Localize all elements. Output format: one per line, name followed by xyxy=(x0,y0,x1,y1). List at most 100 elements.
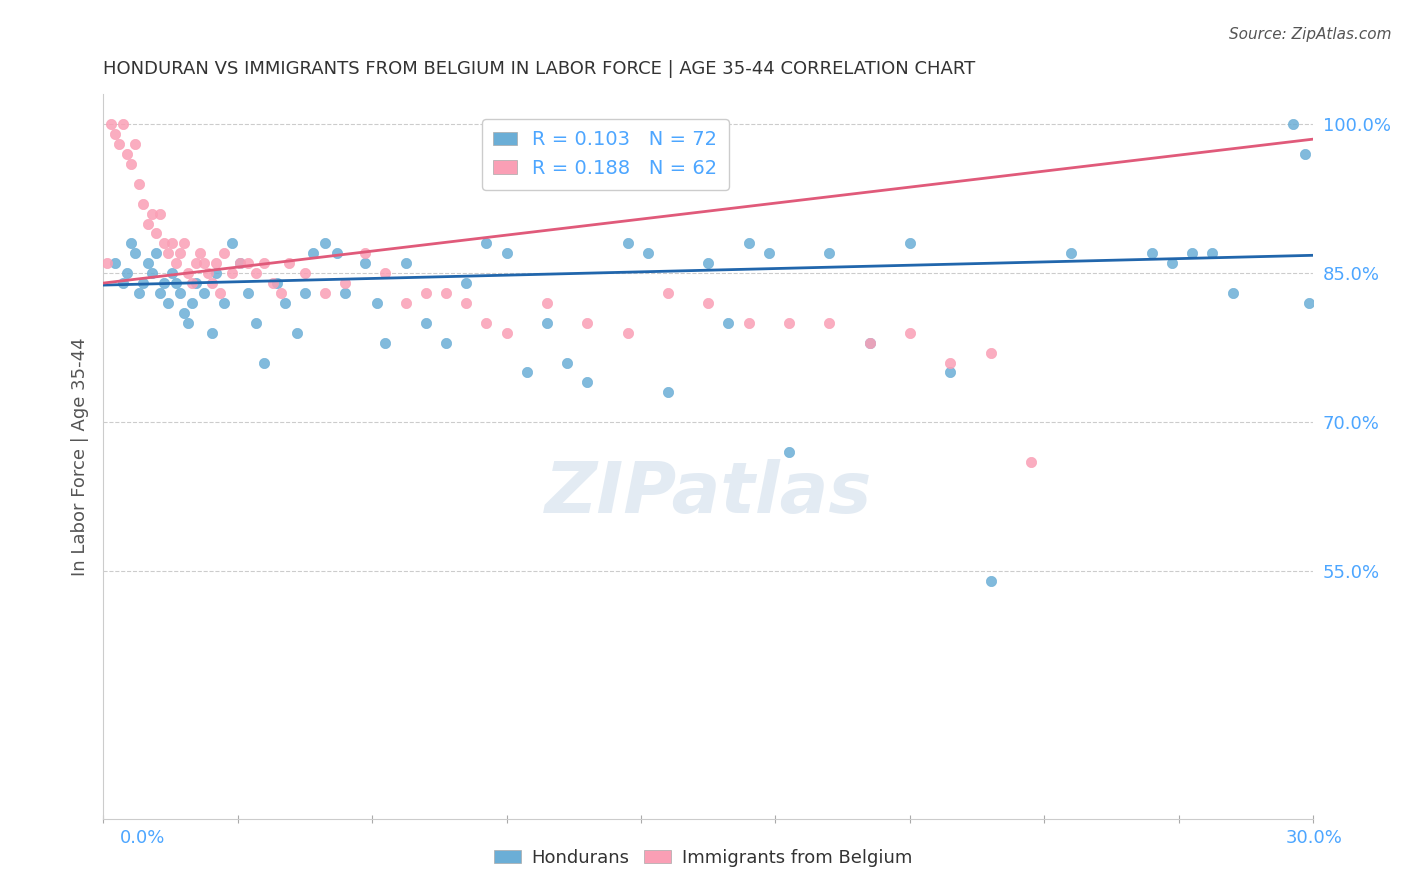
Point xyxy=(152,236,174,251)
Point xyxy=(616,326,638,340)
Point xyxy=(201,276,224,290)
Text: ZIPatlas: ZIPatlas xyxy=(544,458,872,527)
Point xyxy=(245,316,267,330)
Point xyxy=(120,236,142,251)
Point xyxy=(516,366,538,380)
Point xyxy=(818,316,841,330)
Text: Source: ZipAtlas.com: Source: ZipAtlas.com xyxy=(1229,27,1392,42)
Point xyxy=(475,236,498,251)
Point xyxy=(270,286,292,301)
Point xyxy=(495,246,517,260)
Point xyxy=(758,246,780,260)
Point xyxy=(495,326,517,340)
Point xyxy=(576,316,599,330)
Point xyxy=(112,117,135,131)
Text: 0.0%: 0.0% xyxy=(120,829,165,847)
Point xyxy=(169,246,191,260)
Point xyxy=(128,286,150,301)
Point xyxy=(253,355,276,369)
Point xyxy=(939,366,962,380)
Point xyxy=(374,266,396,280)
Point xyxy=(177,266,200,280)
Point xyxy=(253,256,276,270)
Point xyxy=(818,246,841,260)
Point xyxy=(415,316,437,330)
Point xyxy=(898,236,921,251)
Point xyxy=(141,266,163,280)
Point xyxy=(637,246,659,260)
Legend: R = 0.103   N = 72, R = 0.188   N = 62: R = 0.103 N = 72, R = 0.188 N = 62 xyxy=(482,119,730,190)
Point xyxy=(717,316,740,330)
Point xyxy=(657,286,679,301)
Point xyxy=(229,256,252,270)
Point xyxy=(434,335,457,350)
Point xyxy=(169,286,191,301)
Point xyxy=(536,296,558,310)
Point xyxy=(205,266,228,280)
Point xyxy=(141,206,163,220)
Point xyxy=(737,316,759,330)
Point xyxy=(1181,246,1204,260)
Point xyxy=(314,286,336,301)
Point xyxy=(212,246,235,260)
Point xyxy=(201,326,224,340)
Point xyxy=(165,256,187,270)
Point xyxy=(285,326,308,340)
Point xyxy=(132,196,155,211)
Point xyxy=(1060,246,1083,260)
Legend: Hondurans, Immigrants from Belgium: Hondurans, Immigrants from Belgium xyxy=(486,842,920,874)
Point xyxy=(238,286,260,301)
Point xyxy=(555,355,578,369)
Point xyxy=(415,286,437,301)
Point xyxy=(576,376,599,390)
Point xyxy=(124,137,146,152)
Point xyxy=(737,236,759,251)
Point xyxy=(395,256,418,270)
Point xyxy=(180,276,202,290)
Point xyxy=(221,236,243,251)
Point xyxy=(294,286,316,301)
Point xyxy=(184,276,207,290)
Y-axis label: In Labor Force | Age 35-44: In Labor Force | Age 35-44 xyxy=(72,337,89,576)
Point xyxy=(165,276,187,290)
Point xyxy=(96,256,118,270)
Point xyxy=(205,256,228,270)
Point xyxy=(145,227,167,241)
Point xyxy=(314,236,336,251)
Point xyxy=(117,266,139,280)
Point xyxy=(395,296,418,310)
Point xyxy=(156,296,179,310)
Point xyxy=(333,276,356,290)
Point xyxy=(117,147,139,161)
Point xyxy=(697,296,720,310)
Point xyxy=(456,276,478,290)
Point xyxy=(326,246,349,260)
Point xyxy=(149,286,172,301)
Point xyxy=(939,355,962,369)
Point xyxy=(104,256,127,270)
Point xyxy=(1298,296,1320,310)
Point xyxy=(112,276,135,290)
Point xyxy=(1019,455,1042,469)
Point xyxy=(212,296,235,310)
Point xyxy=(173,236,195,251)
Point xyxy=(160,266,183,280)
Point xyxy=(1222,286,1244,301)
Point xyxy=(858,335,880,350)
Point xyxy=(980,345,1002,359)
Point xyxy=(374,335,396,350)
Point xyxy=(221,266,243,280)
Point xyxy=(536,316,558,330)
Point xyxy=(294,266,316,280)
Point xyxy=(173,306,195,320)
Point xyxy=(100,117,122,131)
Point xyxy=(104,127,127,141)
Point xyxy=(1201,246,1223,260)
Point xyxy=(898,326,921,340)
Point xyxy=(1161,256,1184,270)
Point xyxy=(193,286,215,301)
Point xyxy=(145,246,167,260)
Point xyxy=(120,157,142,171)
Point xyxy=(475,316,498,330)
Point xyxy=(980,574,1002,588)
